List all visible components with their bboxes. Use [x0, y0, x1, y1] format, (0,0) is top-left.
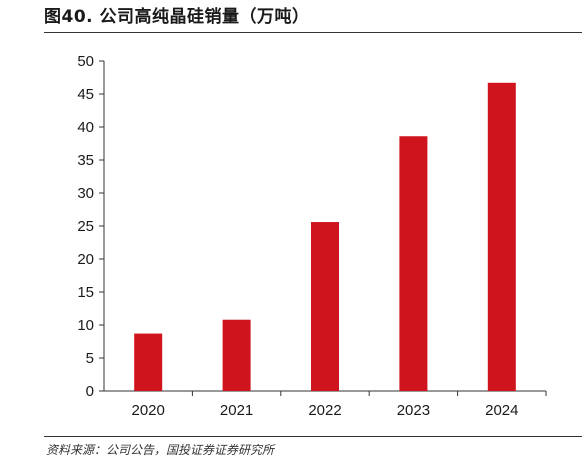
chart-title: 图40. 公司高纯晶硅销量（万吨）	[44, 7, 310, 27]
bar-2021	[222, 319, 251, 391]
y-tick-label: 5	[86, 350, 94, 367]
y-tick-label: 25	[77, 218, 94, 235]
y-tick-label: 15	[77, 284, 94, 301]
bar-2024	[487, 82, 516, 391]
y-tick-label: 10	[77, 317, 94, 334]
y-tick-label: 20	[77, 251, 94, 268]
y-tick-label: 45	[77, 86, 94, 103]
y-tick-label: 35	[77, 152, 94, 169]
y-tick-label: 0	[86, 383, 94, 400]
bar-2023	[399, 136, 428, 391]
x-tick-label: 2023	[397, 402, 430, 419]
x-tick-label: 2020	[132, 402, 165, 419]
y-tick-label: 50	[77, 53, 94, 70]
x-tick-label: 2021	[220, 402, 253, 419]
source-divider	[44, 436, 582, 437]
y-tick-label: 40	[77, 119, 94, 136]
source-note: 资料来源：公司公告，国投证券证券研究所	[46, 443, 275, 457]
x-tick-label: 2022	[308, 402, 341, 419]
title-divider	[44, 32, 582, 33]
x-tick-label: 2024	[485, 402, 518, 419]
bar-2022	[311, 222, 339, 391]
y-tick-label: 30	[77, 185, 94, 202]
bar-2020	[134, 333, 163, 391]
